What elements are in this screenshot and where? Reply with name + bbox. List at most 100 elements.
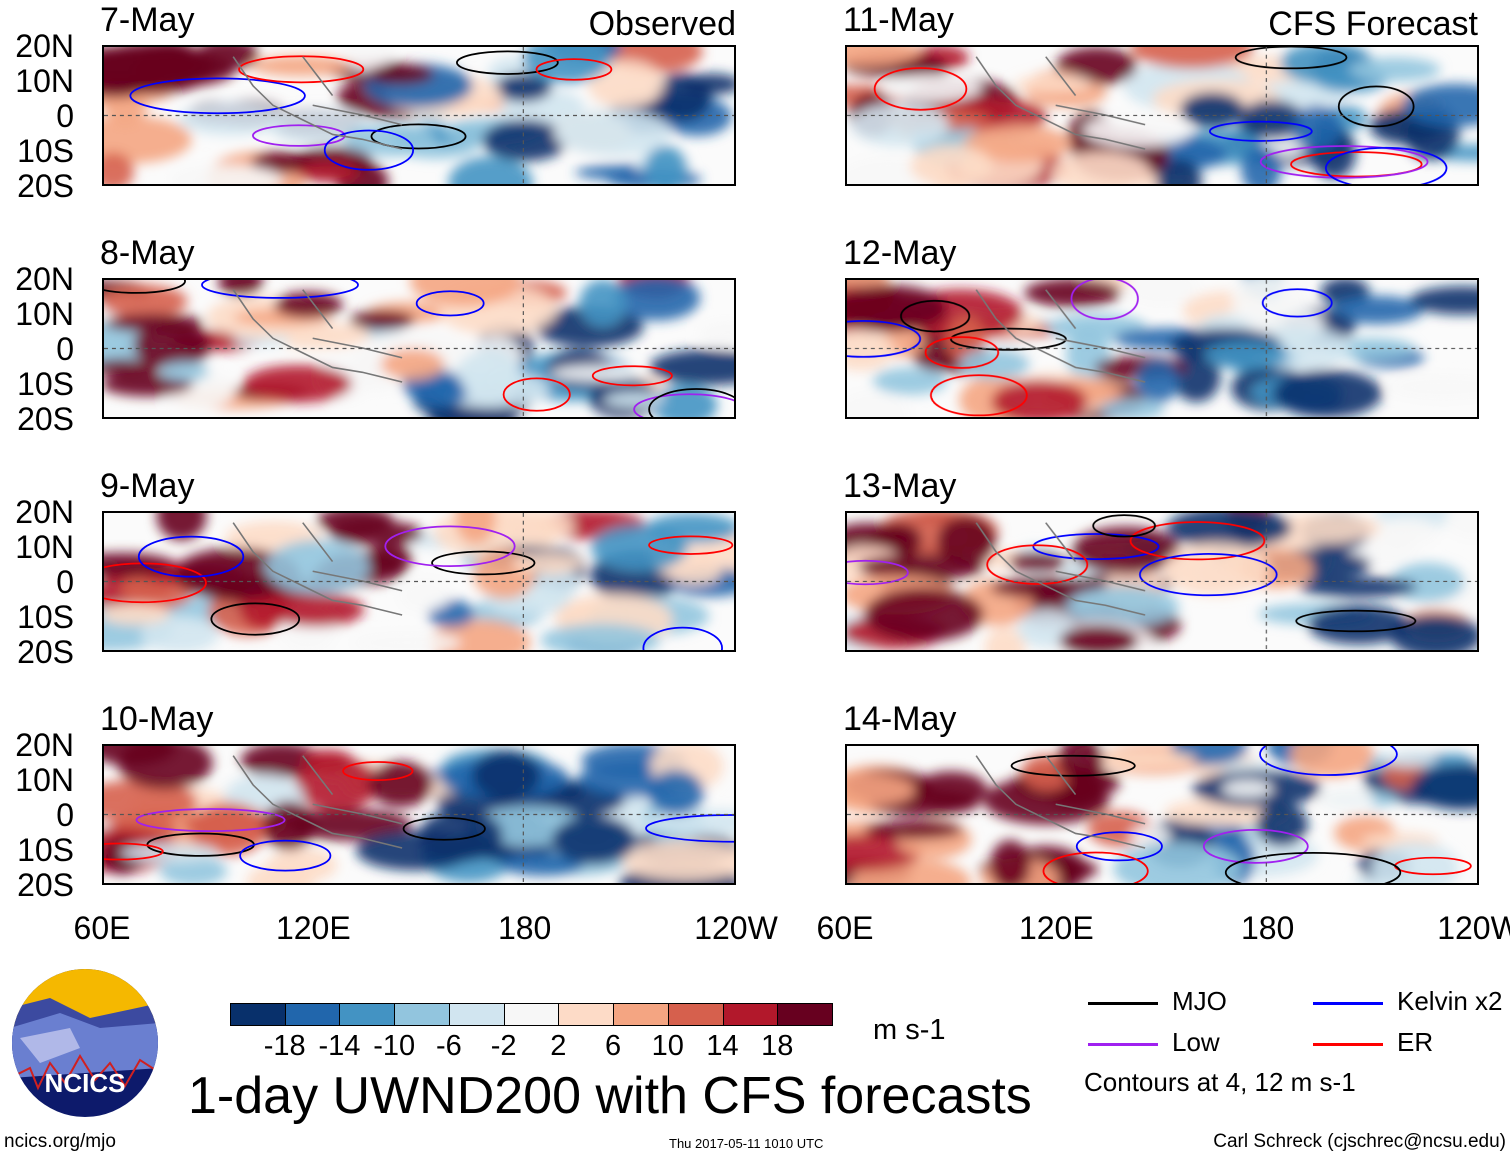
panel-date: 9-May xyxy=(100,467,195,505)
wind-anomaly-blob xyxy=(1130,825,1171,846)
contour-line xyxy=(873,67,968,111)
wind-anomaly-blob xyxy=(1326,337,1416,361)
wind-anomaly-blob xyxy=(1444,513,1477,538)
lat-tick-label: 10S xyxy=(17,366,74,402)
wind-anomaly-blob xyxy=(540,623,661,650)
wind-anomaly-blob xyxy=(1065,586,1179,628)
wind-anomaly-blob xyxy=(1348,57,1441,82)
footer-url[interactable]: ncics.org/mjo xyxy=(4,1131,116,1152)
contour-line xyxy=(1295,609,1417,633)
wind-anomaly-blob xyxy=(989,839,1031,883)
contour-line xyxy=(847,320,922,358)
lat-tick-label: 10S xyxy=(17,599,74,635)
contour-line xyxy=(1259,145,1429,179)
map-panel xyxy=(102,45,736,186)
wind-anomaly-blob xyxy=(297,162,360,183)
map-panel xyxy=(102,744,736,885)
wind-anomaly-blob xyxy=(294,756,379,811)
contour-line xyxy=(924,336,1000,369)
wind-anomaly-blob xyxy=(367,63,434,85)
wind-anomaly-blob xyxy=(352,633,461,650)
wind-anomaly-blob xyxy=(698,321,734,348)
contour-line xyxy=(252,124,346,147)
map-panel xyxy=(102,511,736,652)
lat-tick-label: 20N xyxy=(15,28,74,64)
wind-anomaly-blob xyxy=(104,152,134,184)
contour-line xyxy=(1075,831,1163,862)
colorbar-swatch xyxy=(394,1003,450,1026)
contour-line xyxy=(402,816,486,841)
panel-date: 13-May xyxy=(843,467,957,505)
wind-anomaly-blob xyxy=(863,820,964,839)
legend-label: Low xyxy=(1172,1027,1220,1057)
wind-anomaly-blob xyxy=(1051,151,1151,184)
contour-line xyxy=(1208,120,1313,142)
contour-line xyxy=(137,535,245,578)
wind-anomaly-blob xyxy=(613,280,701,321)
wind-anomaly-blob xyxy=(644,145,687,184)
wind-anomaly-blob xyxy=(140,615,220,650)
wind-anomaly-blob xyxy=(847,772,916,808)
lat-tick-label: 0 xyxy=(56,564,74,600)
wind-anomaly-blob xyxy=(1079,750,1197,768)
contour-line xyxy=(370,123,467,150)
contour-line xyxy=(384,525,516,567)
wind-anomaly-blob xyxy=(302,749,353,770)
wind-anomaly-blob xyxy=(1370,842,1459,883)
wind-anomaly-blob xyxy=(104,284,188,319)
wind-anomaly-blob xyxy=(482,119,568,162)
wind-anomaly-blob xyxy=(863,587,984,642)
wind-anomaly-blob xyxy=(847,392,910,417)
forecast-label: CFS Forecast xyxy=(1268,5,1478,43)
lat-tick-label: 20S xyxy=(17,634,74,670)
wind-anomaly-blob xyxy=(1204,341,1290,370)
wind-anomaly-blob xyxy=(550,364,645,382)
wind-anomaly-blob xyxy=(1125,280,1199,306)
wind-anomaly-blob xyxy=(217,280,263,296)
wind-anomaly-blob xyxy=(963,124,1072,163)
wind-anomaly-blob xyxy=(104,780,198,824)
contour-line xyxy=(129,77,306,115)
wind-anomaly-blob xyxy=(104,746,176,766)
svg-text:NCICS: NCICS xyxy=(45,1068,126,1098)
wind-anomaly-blob xyxy=(274,291,343,319)
lat-tick-label: 20S xyxy=(17,867,74,903)
wind-anomaly-blob xyxy=(1299,576,1418,598)
contour-line xyxy=(535,58,613,81)
lat-tick-label: 20N xyxy=(15,494,74,530)
colorbar-label: 2 xyxy=(550,1030,567,1062)
wind-anomaly-blob xyxy=(1136,360,1180,403)
map-panel xyxy=(845,744,1479,885)
contour-line xyxy=(1224,851,1402,883)
panel-date: 10-May xyxy=(100,700,214,738)
wind-anomaly-blob xyxy=(579,280,627,328)
wind-anomaly-blob xyxy=(349,310,415,330)
colorbar-swatch xyxy=(448,1003,505,1026)
wind-anomaly-blob xyxy=(847,285,947,332)
colorbar-swatch xyxy=(284,1003,341,1026)
wind-anomaly-blob xyxy=(286,808,412,841)
wind-anomaly-blob xyxy=(159,361,209,382)
contour-line xyxy=(456,50,559,75)
wind-anomaly-blob xyxy=(682,73,734,95)
lat-tick-label: 20N xyxy=(15,261,74,297)
wind-anomaly-blob xyxy=(649,349,734,386)
wind-anomaly-blob xyxy=(1180,92,1245,128)
wind-anomaly-blob xyxy=(959,348,1030,380)
wind-anomaly-blob xyxy=(1172,351,1221,402)
map-panel xyxy=(845,511,1479,652)
wind-anomaly-blob xyxy=(368,544,413,572)
wind-anomaly-blob xyxy=(1378,518,1439,547)
wind-anomaly-blob xyxy=(104,320,146,371)
wind-anomaly-blob xyxy=(133,322,211,369)
wind-anomaly-blob xyxy=(1330,295,1424,325)
wind-anomaly-blob xyxy=(1290,746,1374,779)
lon-tick-label: 120E xyxy=(275,910,351,946)
wind-anomaly-blob xyxy=(909,145,993,184)
panel-date: 7-May xyxy=(100,1,195,39)
contour-line xyxy=(431,550,536,576)
wind-anomaly-blob xyxy=(329,520,424,546)
wind-anomaly-blob xyxy=(104,603,170,625)
wind-anomaly-blob xyxy=(411,378,467,408)
footer-author: Carl Schreck (cjschrec@ncsu.edu) xyxy=(1213,1131,1506,1152)
